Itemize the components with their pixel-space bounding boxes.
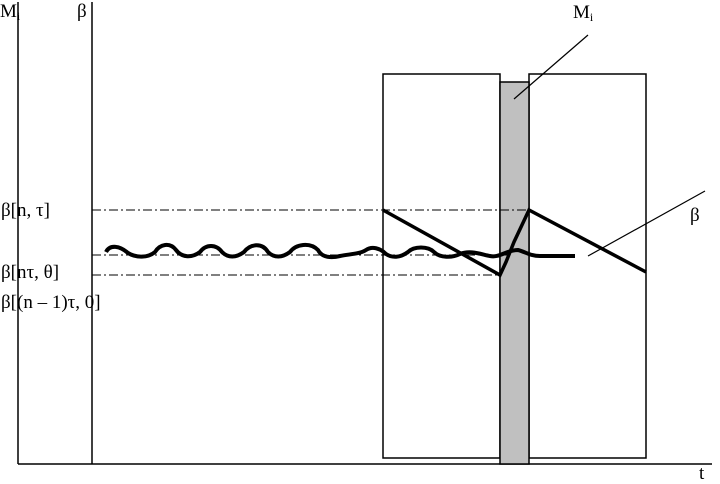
right-block xyxy=(528,73,647,459)
level-label-3: β[(n – 1)τ, 0] xyxy=(1,292,101,313)
mi-leader-line xyxy=(513,34,589,100)
interlayer-label-text: M xyxy=(573,2,590,23)
beta-axis-label: β xyxy=(77,1,87,22)
interlayer-label-sub: i xyxy=(589,10,594,24)
level-label-2: β[nτ, θ] xyxy=(1,262,60,283)
t-axis-label: t xyxy=(699,463,705,484)
m-axis-label: Mi xyxy=(0,2,20,22)
beta-sawtooth xyxy=(382,207,647,278)
m-axis-label-text: M xyxy=(0,1,17,22)
level-label-1: β[n, τ] xyxy=(1,200,50,221)
interlayer-mi xyxy=(499,81,530,465)
interlayer-label: Mi xyxy=(573,3,593,23)
m-axis-label-sub: i xyxy=(16,9,21,23)
beta-annotation-label: β xyxy=(690,205,700,226)
beta-leader-line xyxy=(587,190,706,257)
